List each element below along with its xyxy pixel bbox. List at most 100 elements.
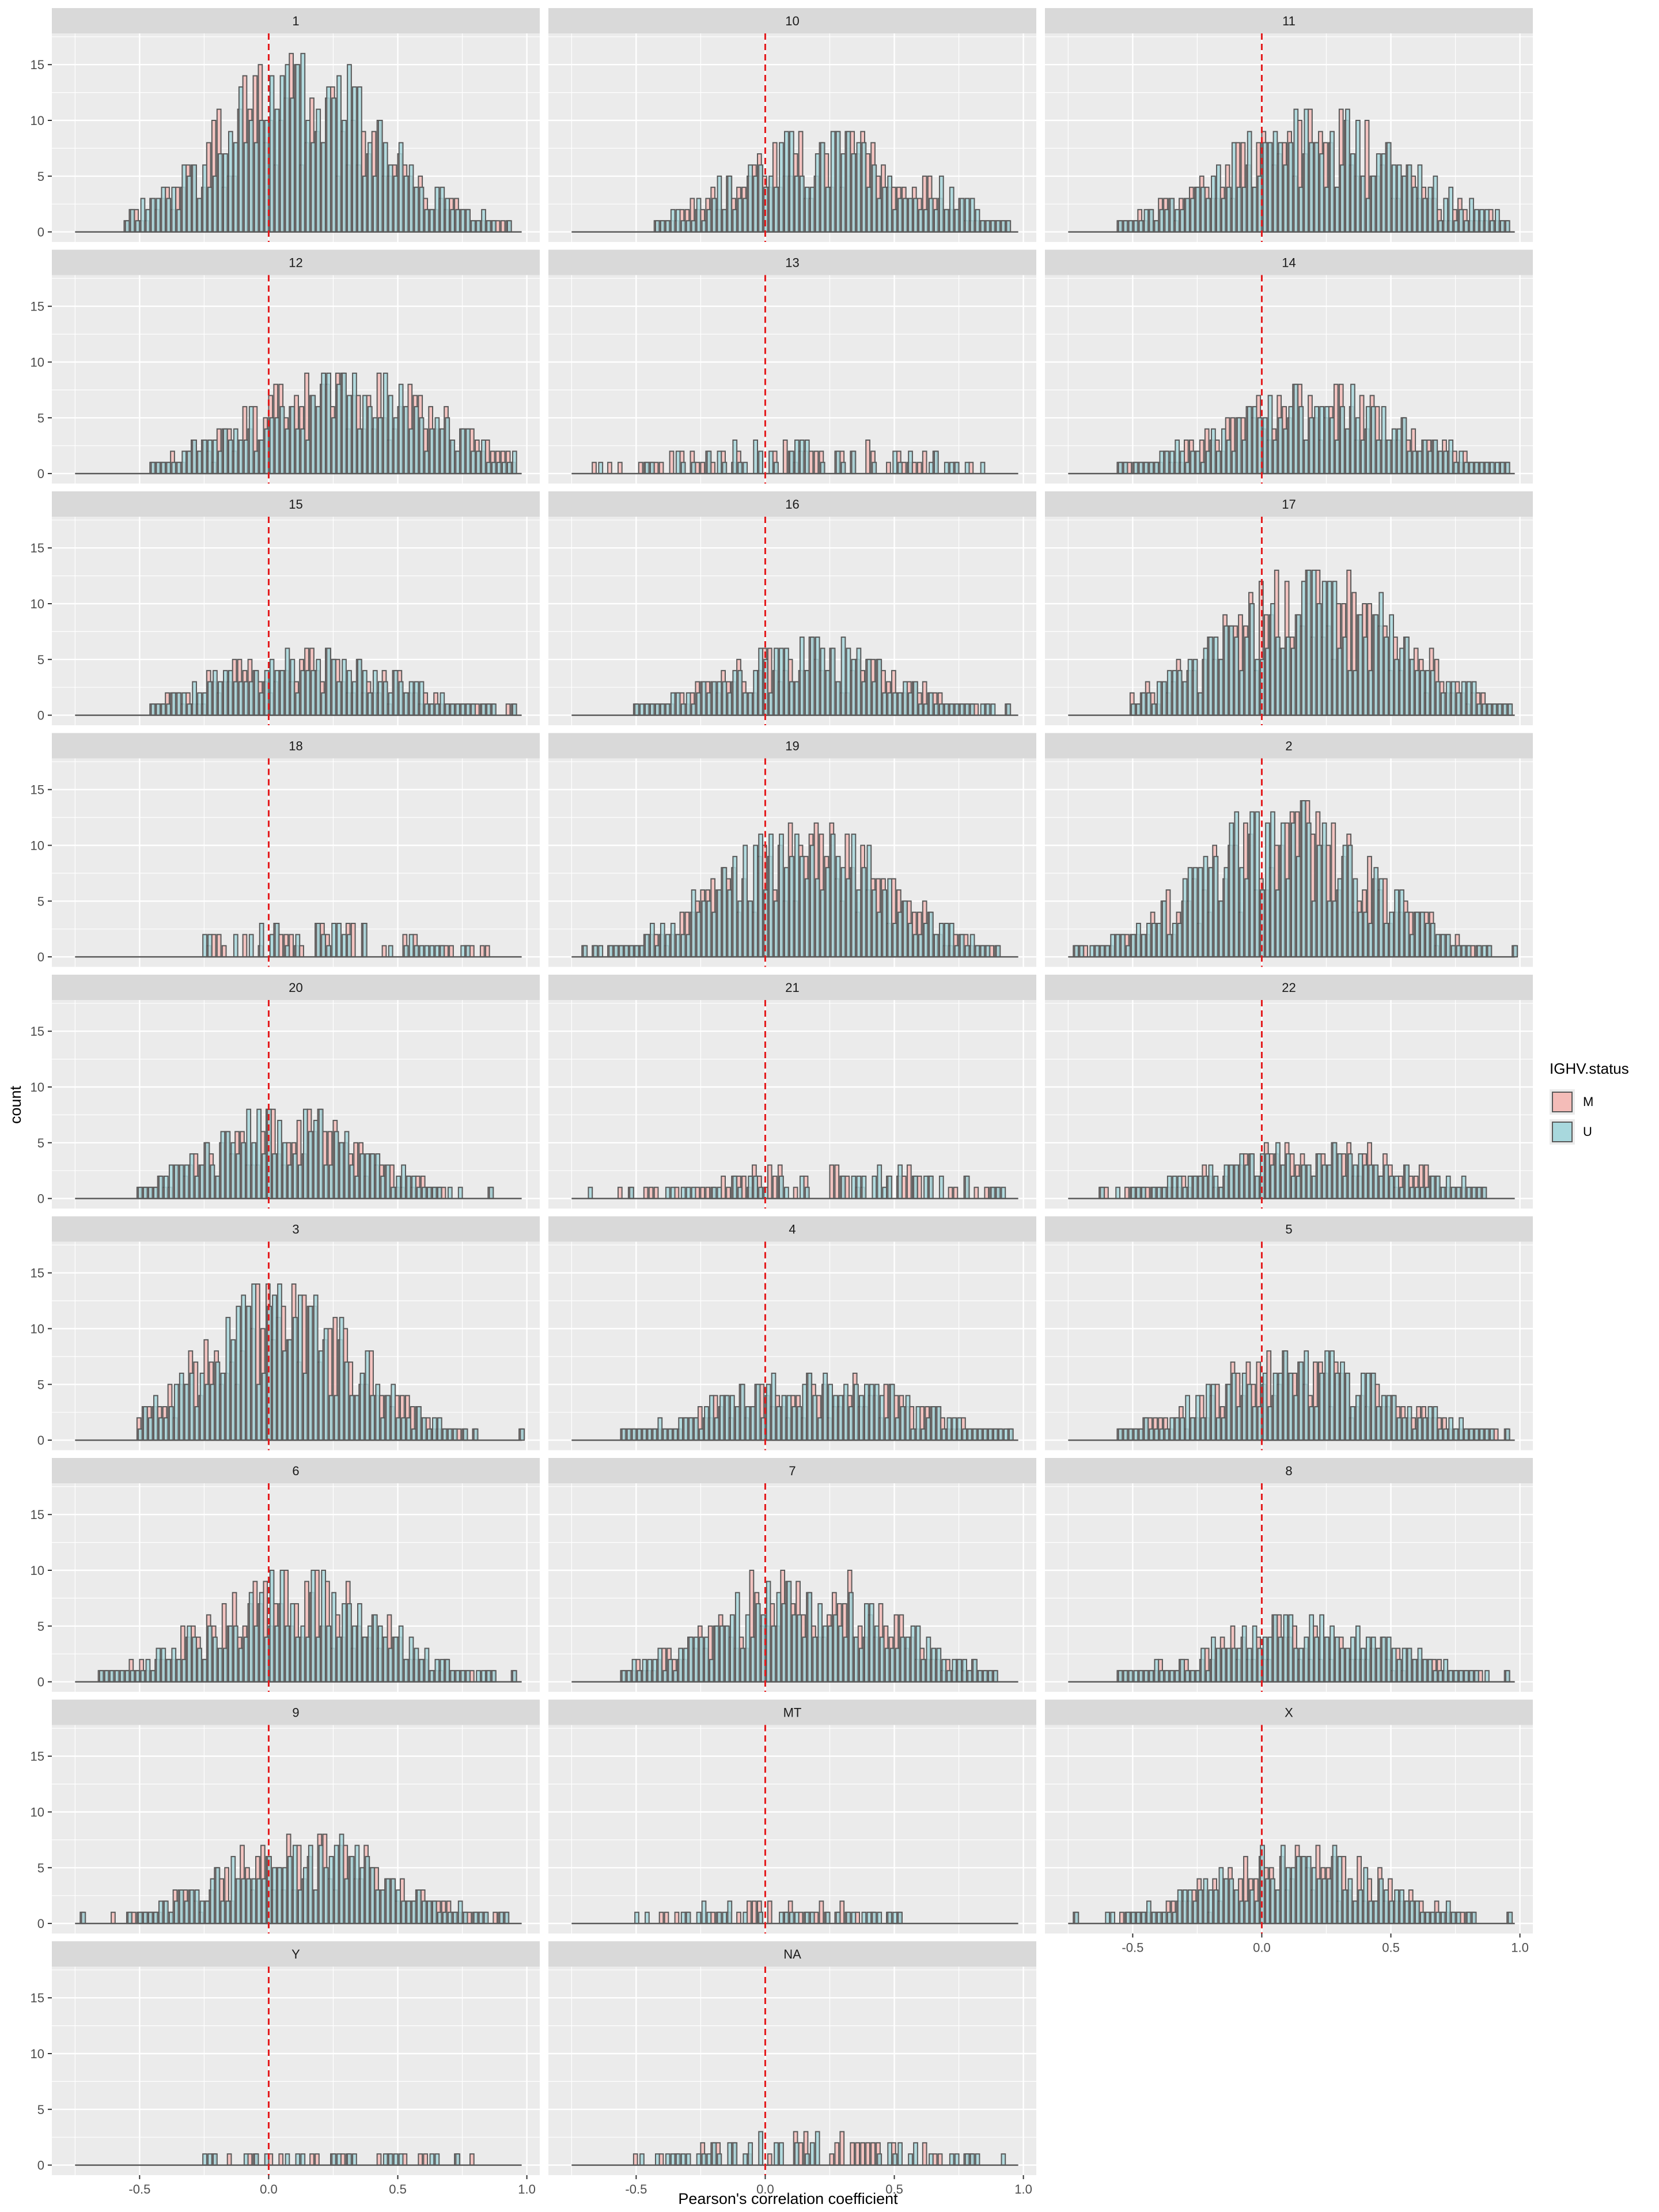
histogram-bar-u	[184, 1164, 190, 1199]
histogram-bar-u	[331, 658, 336, 716]
histogram-bar-u	[502, 461, 507, 475]
histogram-bar-u	[872, 681, 877, 716]
histogram-bar-m	[901, 1175, 907, 1199]
histogram-bar-u	[1459, 1417, 1464, 1441]
histogram-bar-m	[1124, 1187, 1130, 1199]
histogram-bar-u	[391, 1878, 396, 1925]
legend-item-m: M	[1550, 1087, 1629, 1117]
histogram-bar-u	[1490, 1428, 1495, 1441]
histogram-bar-u	[621, 1428, 627, 1441]
histogram-bar-u	[331, 2153, 336, 2166]
histogram-bar-u	[825, 187, 831, 233]
histogram-bar-u	[1415, 1187, 1420, 1199]
histogram-bar-u	[1172, 670, 1177, 716]
histogram-bar-u	[923, 1175, 929, 1199]
facet-strip	[52, 249, 540, 275]
facet-strip	[52, 1699, 540, 1725]
histogram-bar-u	[833, 1395, 838, 1441]
histogram-bar-u	[486, 220, 491, 233]
histogram-bar-u	[377, 1625, 383, 1683]
histogram-bar-u	[269, 934, 275, 958]
histogram-bar-u	[455, 1670, 461, 1683]
histogram-bar-u	[1450, 945, 1456, 958]
histogram-bar-u	[1376, 153, 1381, 233]
histogram-bar-u	[1001, 220, 1006, 233]
histogram-bar-u	[990, 1187, 996, 1199]
histogram-bar-u	[820, 142, 825, 233]
histogram-bar-u	[1466, 1911, 1472, 1925]
histogram-bar-u	[1288, 142, 1294, 233]
histogram-bar-u	[173, 1164, 179, 1199]
histogram-bar-u	[220, 1131, 226, 1199]
histogram-bar-u	[1479, 461, 1484, 475]
histogram-bar-u	[815, 878, 820, 958]
histogram-bar-u	[908, 450, 913, 475]
facet-strip	[548, 1458, 1036, 1483]
histogram-bar-u	[1143, 461, 1149, 475]
facet-strip-label: 3	[292, 1222, 299, 1237]
histogram-bar-u	[954, 703, 960, 716]
histogram-bar-u	[799, 855, 805, 958]
histogram-bar-u	[722, 867, 728, 958]
histogram-bar-u	[1476, 703, 1482, 716]
histogram-bar-u	[903, 900, 908, 958]
histogram-bar-u	[753, 1175, 759, 1199]
histogram-bar-u	[328, 1855, 334, 1925]
histogram-bar-u	[1499, 220, 1505, 233]
histogram-bar-u	[401, 1900, 406, 1925]
histogram-bar-m	[922, 2142, 927, 2166]
histogram-bar-u	[802, 1637, 808, 1683]
histogram-bar-u	[1332, 1844, 1338, 1925]
facet-strip-label: NA	[783, 1947, 801, 1961]
histogram-bar-u	[1358, 1153, 1363, 1199]
histogram-bar-u	[1252, 1406, 1257, 1441]
histogram-bar-m	[592, 461, 597, 475]
histogram-bar-u	[1386, 440, 1392, 475]
histogram-bar-u	[608, 945, 614, 958]
histogram-bar-u	[1314, 1406, 1320, 1441]
histogram-bar-u	[403, 945, 409, 958]
histogram-bar-u	[913, 1175, 918, 1199]
histogram-bar-u	[809, 1911, 815, 1925]
histogram-bar-u	[1471, 1911, 1477, 1925]
histogram-bar-u	[1234, 1164, 1240, 1199]
histogram-bar-u	[1484, 209, 1490, 233]
histogram-bar-u	[776, 1592, 782, 1683]
histogram-bar-u	[202, 1658, 207, 1683]
histogram-bar-u	[1459, 209, 1464, 233]
histogram-bar-u	[929, 692, 934, 716]
histogram-bar-u	[753, 844, 759, 958]
histogram-bar-u	[262, 1878, 267, 1925]
histogram-bar-u	[1435, 1911, 1441, 1925]
histogram-bar-u	[326, 945, 331, 958]
histogram-bar-u	[1154, 1658, 1160, 1683]
histogram-bar-u	[207, 681, 213, 716]
histogram-bar-u	[1131, 703, 1136, 716]
histogram-bar-u	[1410, 658, 1415, 716]
histogram-bar-u	[1143, 209, 1149, 233]
histogram-bar-m	[226, 2153, 232, 2166]
histogram-bar-u	[277, 1283, 282, 1441]
facet-strip-label: 21	[785, 980, 799, 995]
histogram-bar-u	[408, 164, 414, 233]
histogram-bar-u	[665, 2153, 671, 2166]
histogram-bar-u	[375, 1889, 381, 1925]
histogram-bar-u	[830, 834, 836, 958]
histogram-bar-u	[1079, 945, 1085, 958]
histogram-bar-u	[1229, 625, 1234, 716]
histogram-bar-u	[1262, 417, 1268, 475]
histogram-bar-u	[1309, 1406, 1315, 1441]
histogram-bar-u	[1345, 1647, 1350, 1683]
histogram-bar-u	[233, 681, 238, 716]
histogram-bar-u	[929, 1175, 934, 1199]
histogram-bar-u	[1330, 131, 1335, 233]
histogram-bar-u	[282, 1867, 287, 1925]
histogram-bar-u	[1381, 1637, 1387, 1683]
histogram-bar-m	[242, 934, 248, 958]
histogram-bar-u	[238, 440, 244, 475]
histogram-bar-u	[246, 1108, 252, 1199]
histogram-bar-u	[714, 1625, 719, 1683]
